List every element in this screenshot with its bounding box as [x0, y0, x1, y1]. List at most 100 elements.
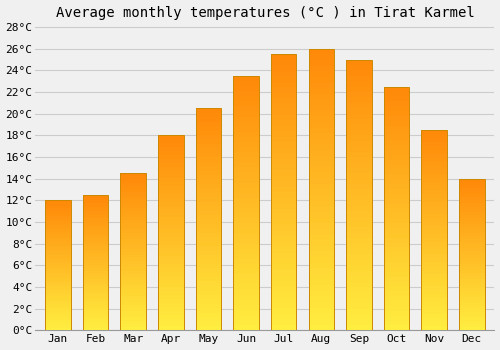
Bar	[82, 309, 108, 312]
Bar	[384, 296, 409, 301]
Bar	[384, 179, 409, 184]
Bar	[45, 226, 70, 229]
Bar	[45, 263, 70, 265]
Bar	[308, 189, 334, 195]
Bar	[271, 297, 296, 303]
Bar	[384, 199, 409, 204]
Bar	[459, 264, 484, 267]
Title: Average monthly temperatures (°C ) in Tirat Karmel: Average monthly temperatures (°C ) in Ti…	[56, 6, 474, 20]
Bar	[45, 322, 70, 325]
Bar	[271, 203, 296, 209]
Bar	[82, 246, 108, 249]
Bar	[422, 202, 447, 206]
Bar	[346, 303, 372, 309]
Bar	[234, 127, 259, 132]
Bar	[234, 218, 259, 223]
Bar	[82, 214, 108, 217]
Bar	[45, 260, 70, 263]
Bar	[346, 265, 372, 271]
Bar	[82, 238, 108, 241]
Bar	[459, 285, 484, 288]
Bar	[271, 54, 296, 60]
Bar	[459, 194, 484, 197]
Bar	[82, 252, 108, 254]
Bar	[234, 147, 259, 152]
Bar	[82, 203, 108, 206]
Bar	[384, 121, 409, 126]
Bar	[234, 315, 259, 320]
Bar	[346, 206, 372, 211]
Bar	[234, 177, 259, 183]
Bar	[196, 304, 221, 308]
Bar	[308, 246, 334, 251]
Bar	[271, 225, 296, 231]
Bar	[45, 224, 70, 226]
Bar	[45, 200, 70, 203]
Bar	[82, 322, 108, 325]
Bar	[384, 316, 409, 321]
Bar	[422, 226, 447, 230]
Bar	[384, 169, 409, 174]
Bar	[45, 315, 70, 317]
Bar	[196, 321, 221, 326]
Bar	[196, 175, 221, 179]
Bar	[158, 147, 184, 151]
Bar	[196, 202, 221, 206]
Bar	[82, 233, 108, 236]
Bar	[120, 202, 146, 205]
Bar	[82, 325, 108, 328]
Bar	[422, 174, 447, 178]
Bar	[234, 76, 259, 81]
Bar	[45, 208, 70, 211]
Bar	[271, 209, 296, 214]
Bar	[308, 280, 334, 285]
Bar	[234, 111, 259, 117]
Bar	[82, 249, 108, 252]
Bar	[120, 308, 146, 312]
Bar	[120, 312, 146, 315]
Bar	[422, 190, 447, 194]
Bar	[82, 198, 108, 200]
Bar	[271, 93, 296, 98]
Bar	[234, 121, 259, 127]
Bar	[346, 271, 372, 276]
Bar	[422, 194, 447, 198]
Bar	[271, 132, 296, 137]
Bar	[308, 77, 334, 83]
Bar	[271, 65, 296, 71]
Bar	[422, 298, 447, 302]
Bar	[234, 289, 259, 295]
Bar	[384, 291, 409, 296]
Bar	[384, 306, 409, 311]
Bar	[308, 268, 334, 274]
Bar	[196, 313, 221, 317]
Bar	[308, 285, 334, 291]
Bar	[196, 317, 221, 321]
Bar	[120, 321, 146, 324]
Bar	[120, 211, 146, 214]
Bar	[459, 312, 484, 315]
Bar	[45, 231, 70, 234]
Bar	[234, 86, 259, 91]
Bar	[196, 233, 221, 237]
Bar	[234, 300, 259, 305]
Bar	[120, 195, 146, 198]
Bar	[45, 205, 70, 208]
Bar	[234, 233, 259, 239]
Bar	[82, 312, 108, 314]
Bar	[158, 248, 184, 252]
Bar	[158, 151, 184, 155]
Bar	[308, 105, 334, 111]
Bar	[308, 127, 334, 133]
Bar	[422, 262, 447, 266]
Bar	[120, 192, 146, 195]
Bar	[82, 195, 108, 330]
Bar	[422, 166, 447, 170]
Bar	[271, 264, 296, 270]
Bar	[384, 106, 409, 111]
Bar	[120, 176, 146, 180]
Bar	[346, 189, 372, 195]
Bar	[422, 206, 447, 210]
Bar	[120, 255, 146, 258]
Bar	[384, 238, 409, 243]
